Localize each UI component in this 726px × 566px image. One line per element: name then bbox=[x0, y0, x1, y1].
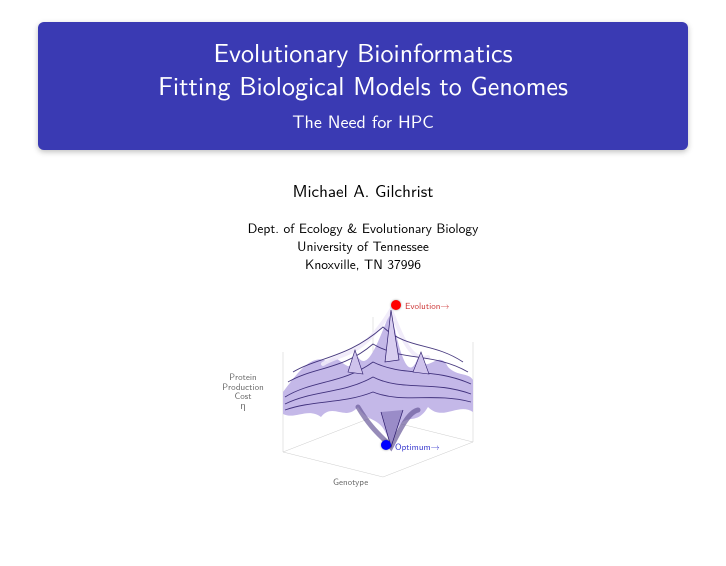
optimum-point-label: Optimum→ bbox=[395, 440, 440, 453]
evolution-point-icon bbox=[391, 300, 401, 310]
title-line-2: Fitting Biological Models to Genomes bbox=[54, 69, 672, 102]
evolution-point-label: Evolution→ bbox=[405, 299, 449, 312]
author-name: Michael A. Gilchrist bbox=[0, 178, 726, 203]
surface-plot bbox=[263, 302, 493, 482]
x-axis-label: Genotype bbox=[333, 475, 368, 488]
optimum-point-icon bbox=[381, 440, 391, 450]
affiliation: Dept. of Ecology & Evolutionary Biology … bbox=[0, 219, 726, 274]
title-block: Evolutionary Bioinformatics Fitting Biol… bbox=[38, 22, 688, 150]
fitness-landscape-figure: Protein Production Cost η Evo bbox=[213, 292, 513, 492]
affiliation-line-3: Knoxville, TN 37996 bbox=[0, 255, 726, 273]
affiliation-line-1: Dept. of Ecology & Evolutionary Biology bbox=[0, 219, 726, 237]
title-line-1: Evolutionary Bioinformatics bbox=[54, 36, 672, 69]
author-block: Michael A. Gilchrist Dept. of Ecology & … bbox=[0, 178, 726, 274]
subtitle-line: The Need for HPC bbox=[54, 107, 672, 134]
affiliation-line-2: University of Tennessee bbox=[0, 237, 726, 255]
